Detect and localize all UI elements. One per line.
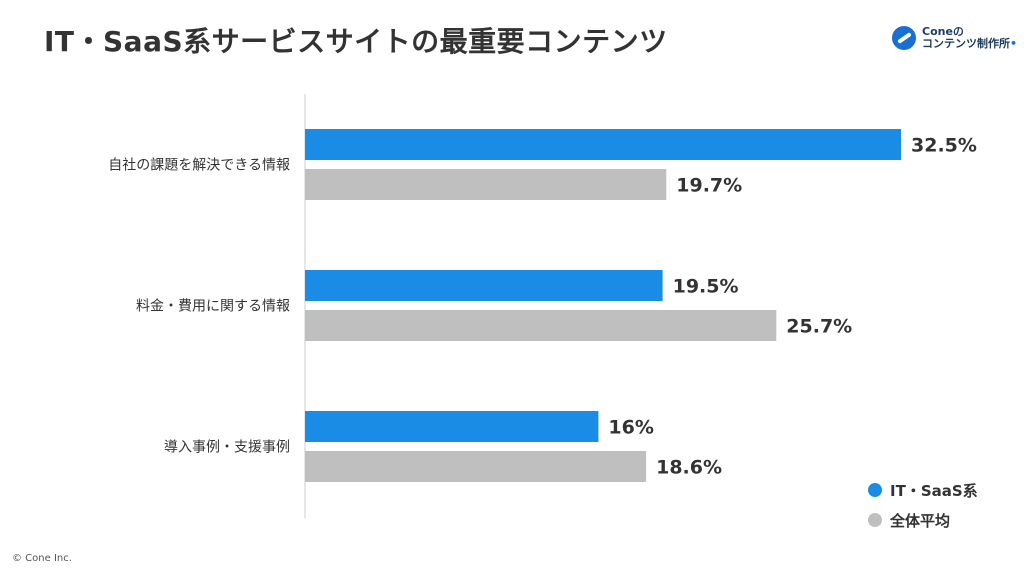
logo-tagline: コンテンツ制作所	[922, 37, 1010, 50]
data-label: 32.5%	[911, 135, 977, 157]
data-label: 19.7%	[676, 175, 742, 197]
brand-logo: Coneの コンテンツ制作所•	[892, 26, 1017, 50]
bar-it-saas	[305, 129, 901, 160]
bar-overall-average	[305, 169, 667, 200]
bar-it-saas	[305, 411, 599, 442]
category-label: 導入事例・支援事例	[164, 440, 290, 456]
cone-logo-icon	[892, 26, 916, 50]
copyright-text: © Cone Inc.	[12, 553, 72, 564]
bar-it-saas	[305, 270, 663, 301]
legend-label: 全体平均	[889, 512, 950, 530]
category-label: 料金・費用に関する情報	[136, 299, 290, 315]
data-label: 25.7%	[786, 316, 852, 338]
legend-marker	[868, 483, 882, 497]
bar-overall-average	[305, 310, 777, 341]
category-label: 自社の課題を解決できる情報	[108, 158, 290, 174]
bar-overall-average	[305, 451, 647, 482]
data-label: 16%	[608, 417, 653, 439]
logo-particle: の	[952, 25, 964, 39]
legend-label: IT・SaaS系	[890, 482, 978, 500]
data-label: 18.6%	[656, 457, 722, 479]
chart-title: IT・SaaS系サービスサイトの最重要コンテンツ	[44, 25, 668, 58]
data-label: 19.5%	[673, 276, 739, 298]
logo-name: Cone	[922, 25, 953, 39]
legend-marker	[868, 513, 882, 527]
